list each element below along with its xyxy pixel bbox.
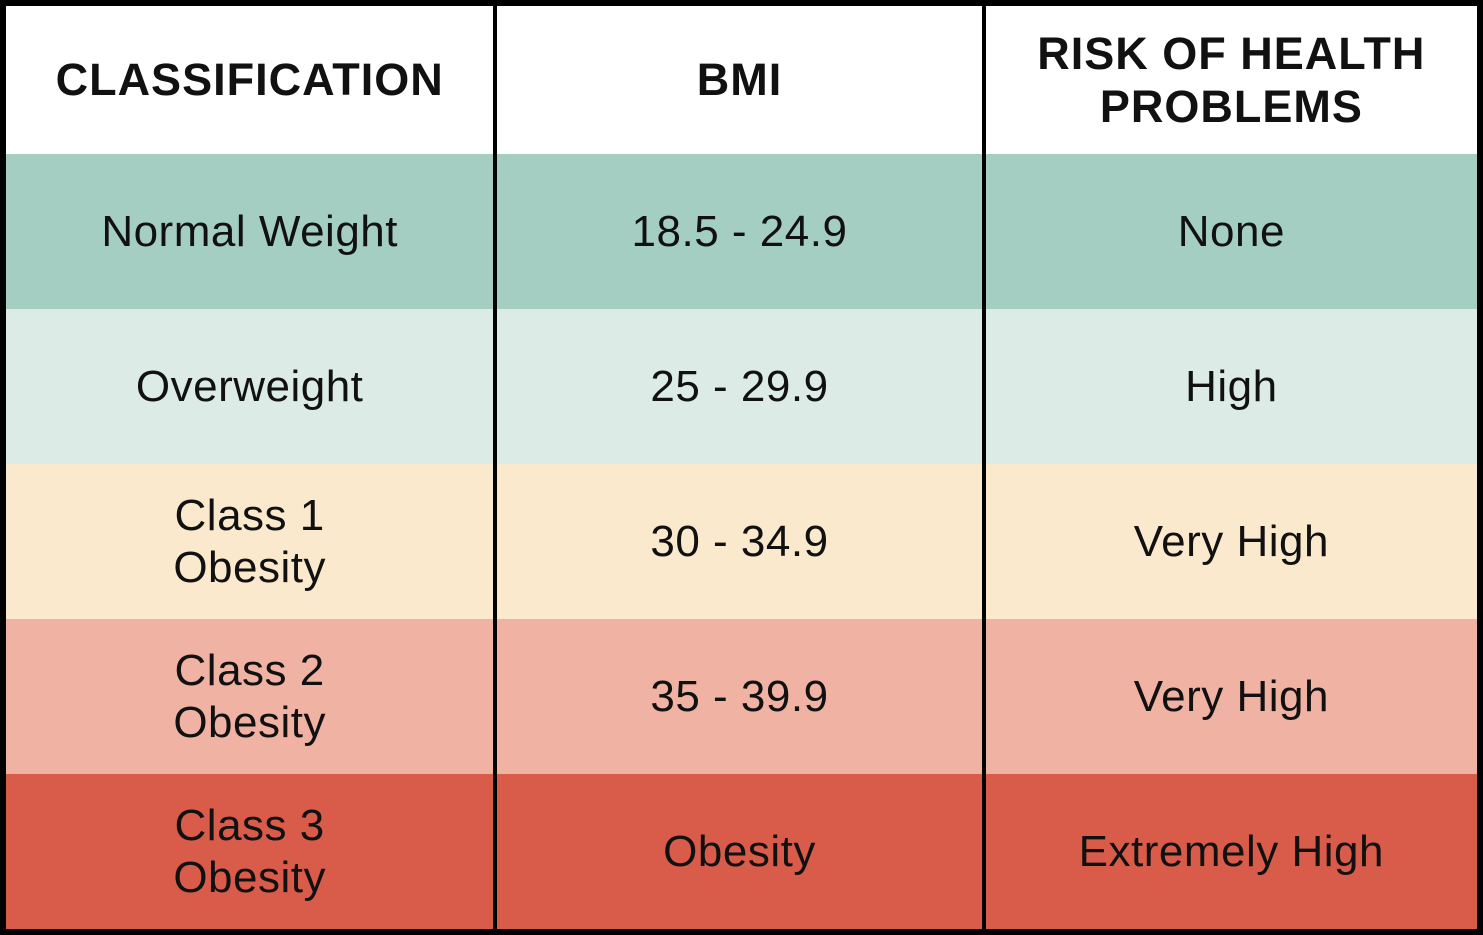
table-row: Normal Weight 18.5 - 24.9 None <box>6 154 1477 309</box>
table-row: Class 2 Obesity 35 - 39.9 Very High <box>6 619 1477 774</box>
cell-bmi: 18.5 - 24.9 <box>497 154 986 309</box>
cell-risk: Extremely High <box>985 774 1477 929</box>
table-row: Class 3 Obesity Obesity Extremely High <box>6 774 1477 929</box>
cell-risk: High <box>985 309 1477 464</box>
table-row: Overweight 25 - 29.9 High <box>6 309 1477 464</box>
table-header-row: CLASSIFICATION BMI RISK OF HEALTH PROBLE… <box>6 6 1477 154</box>
cell-classification: Overweight <box>6 309 498 464</box>
cell-risk: Very High <box>985 464 1477 619</box>
cell-risk: None <box>985 154 1477 309</box>
cell-bmi: 35 - 39.9 <box>497 619 986 774</box>
cell-classification: Normal Weight <box>6 154 498 309</box>
header-cell-classification: CLASSIFICATION <box>6 6 498 154</box>
cell-bmi: 25 - 29.9 <box>497 309 986 464</box>
header-cell-risk: RISK OF HEALTH PROBLEMS <box>1037 27 1426 132</box>
cell-bmi: 30 - 34.9 <box>497 464 986 619</box>
table-row: Class 1 Obesity 30 - 34.9 Very High <box>6 464 1477 619</box>
cell-bmi: Obesity <box>497 774 986 929</box>
cell-classification: Class 2 Obesity <box>6 619 498 774</box>
header-cell-bmi: BMI <box>497 6 986 154</box>
cell-risk: Very High <box>985 619 1477 774</box>
cell-classification: Class 1 Obesity <box>6 464 498 619</box>
cell-classification: Class 3 Obesity <box>6 774 498 929</box>
